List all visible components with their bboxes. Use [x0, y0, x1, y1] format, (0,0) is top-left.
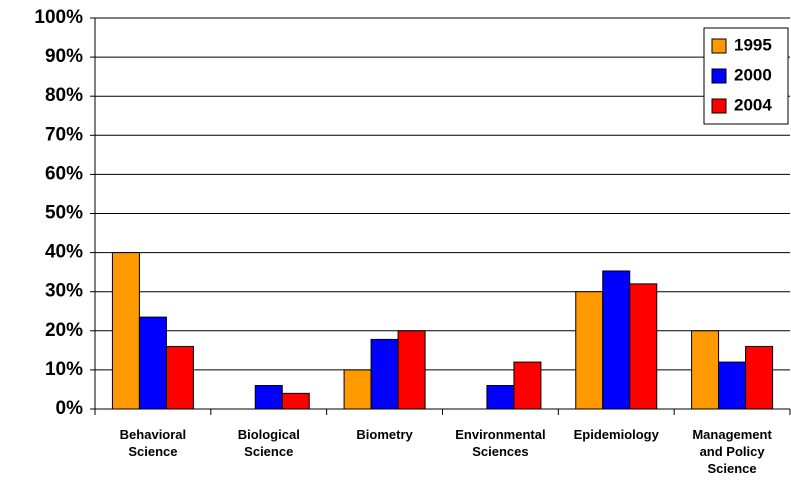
bar	[397, 330, 426, 410]
legend-swatch	[711, 98, 727, 114]
bar	[138, 316, 167, 410]
y-tick-label: 30%	[45, 281, 83, 302]
y-tick-label: 20%	[45, 320, 83, 341]
bar	[111, 252, 140, 410]
bar	[370, 338, 399, 410]
bar	[629, 283, 658, 410]
y-tick-label: 10%	[45, 359, 83, 380]
bar	[691, 330, 720, 410]
bar	[575, 291, 604, 410]
bar	[513, 361, 542, 410]
x-tick-label: Biological Science	[238, 427, 300, 459]
y-tick-label: 70%	[45, 124, 83, 145]
x-tick-label: Behavioral Science	[120, 427, 186, 459]
legend-swatch	[711, 38, 727, 54]
y-tick-label: 60%	[45, 163, 83, 184]
x-tick-label: Management and Policy Science	[692, 427, 772, 476]
x-tick-label: Environmental Sciences	[455, 427, 545, 459]
y-tick-label: 40%	[45, 242, 83, 263]
legend-label: 1995	[734, 35, 772, 54]
bar	[254, 385, 283, 410]
x-tick-label: Biometry	[356, 427, 413, 442]
bar	[486, 385, 515, 410]
legend-label: 2000	[734, 65, 772, 84]
bar	[745, 345, 774, 410]
x-tick-label: Epidemiology	[574, 427, 660, 442]
legend-label: 2004	[734, 95, 772, 114]
bar	[343, 369, 372, 410]
bar	[602, 270, 631, 410]
bar	[165, 345, 194, 410]
y-tick-label: 80%	[45, 85, 83, 106]
y-tick-label: 50%	[45, 203, 83, 224]
bar	[718, 361, 747, 410]
bar	[281, 392, 310, 410]
y-tick-label: 90%	[45, 46, 83, 67]
y-tick-label: 100%	[34, 7, 83, 28]
legend-swatch	[711, 68, 727, 84]
y-tick-label: 0%	[56, 398, 84, 419]
